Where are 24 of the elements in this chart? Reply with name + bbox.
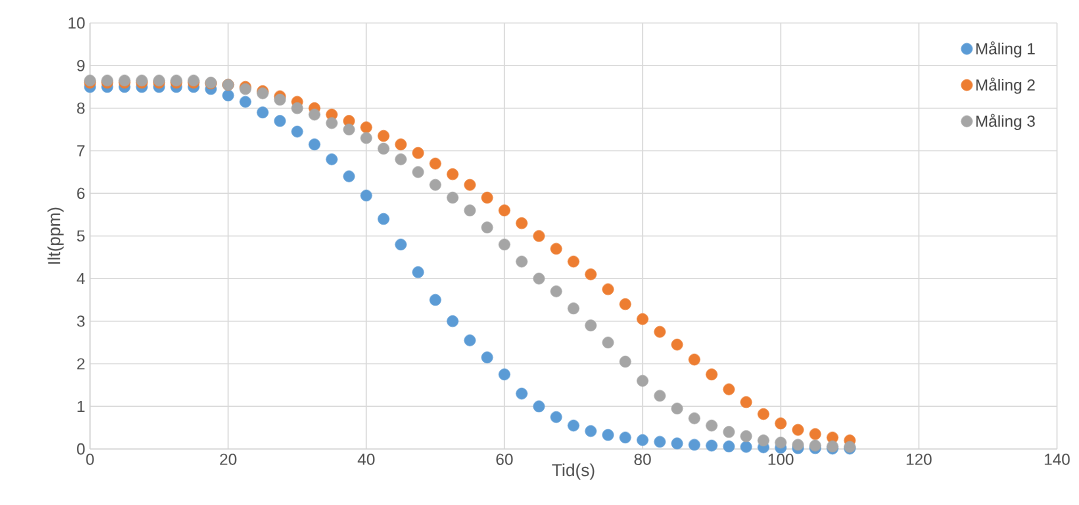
y-tick-label: 10 — [68, 17, 85, 29]
x-tick-label: 0 — [86, 453, 94, 466]
y-tick-label: 0 — [77, 443, 85, 455]
y-tick-label: 3 — [77, 315, 85, 327]
legend-label: Måling 3 — [976, 113, 1035, 131]
x-tick-label: 20 — [220, 453, 237, 466]
x-tick-label: 140 — [1044, 453, 1070, 466]
x-tick-label: 80 — [634, 453, 651, 466]
x-tick-label: 40 — [357, 453, 375, 466]
y-tick-label: 4 — [76, 273, 85, 285]
y-tick-label: 6 — [77, 187, 85, 200]
y-tick-label: 2 — [77, 358, 85, 370]
x-tick-label: 60 — [496, 453, 513, 466]
y-tick-label: 1 — [77, 400, 85, 412]
x-tick-label: 100 — [768, 453, 794, 466]
x-axis-title: Tid(s) — [552, 463, 595, 480]
legend-label: Måling 1 — [976, 41, 1035, 58]
y-tick-label: 8 — [77, 102, 85, 114]
y-tick-label: 5 — [77, 230, 85, 242]
legend-label: Måling 2 — [976, 77, 1035, 94]
y-tick-label: 9 — [77, 59, 85, 72]
y-axis-title: Ilt(ppm) — [47, 207, 64, 264]
y-tick-label: 7 — [77, 145, 85, 157]
x-tick-label: 120 — [906, 453, 932, 466]
